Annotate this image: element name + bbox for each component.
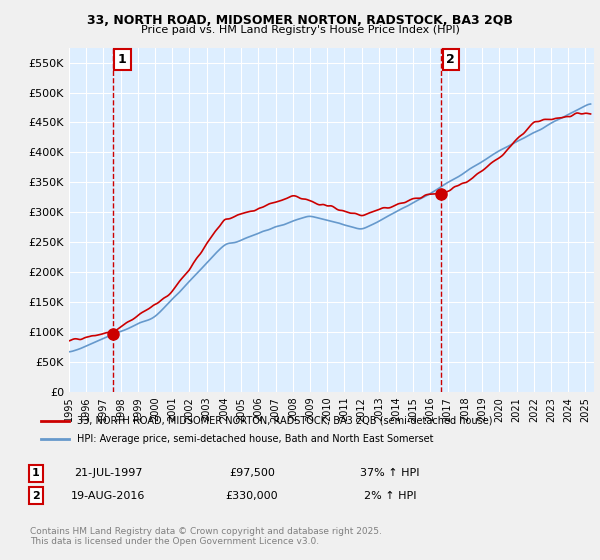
- Text: 19-AUG-2016: 19-AUG-2016: [71, 491, 145, 501]
- Text: 21-JUL-1997: 21-JUL-1997: [74, 468, 142, 478]
- Text: HPI: Average price, semi-detached house, Bath and North East Somerset: HPI: Average price, semi-detached house,…: [77, 434, 433, 444]
- Text: £330,000: £330,000: [226, 491, 278, 501]
- Text: Contains HM Land Registry data © Crown copyright and database right 2025.
This d: Contains HM Land Registry data © Crown c…: [30, 526, 382, 546]
- Text: Price paid vs. HM Land Registry's House Price Index (HPI): Price paid vs. HM Land Registry's House …: [140, 25, 460, 35]
- Text: 1: 1: [32, 468, 40, 478]
- Text: 33, NORTH ROAD, MIDSOMER NORTON, RADSTOCK, BA3 2QB: 33, NORTH ROAD, MIDSOMER NORTON, RADSTOC…: [87, 14, 513, 27]
- Text: 37% ↑ HPI: 37% ↑ HPI: [360, 468, 420, 478]
- Text: 1: 1: [118, 53, 127, 66]
- Text: 33, NORTH ROAD, MIDSOMER NORTON, RADSTOCK, BA3 2QB (semi-detached house): 33, NORTH ROAD, MIDSOMER NORTON, RADSTOC…: [77, 416, 493, 426]
- Text: £97,500: £97,500: [229, 468, 275, 478]
- Text: 2: 2: [32, 491, 40, 501]
- Text: 2: 2: [446, 53, 455, 66]
- Text: 2% ↑ HPI: 2% ↑ HPI: [364, 491, 416, 501]
